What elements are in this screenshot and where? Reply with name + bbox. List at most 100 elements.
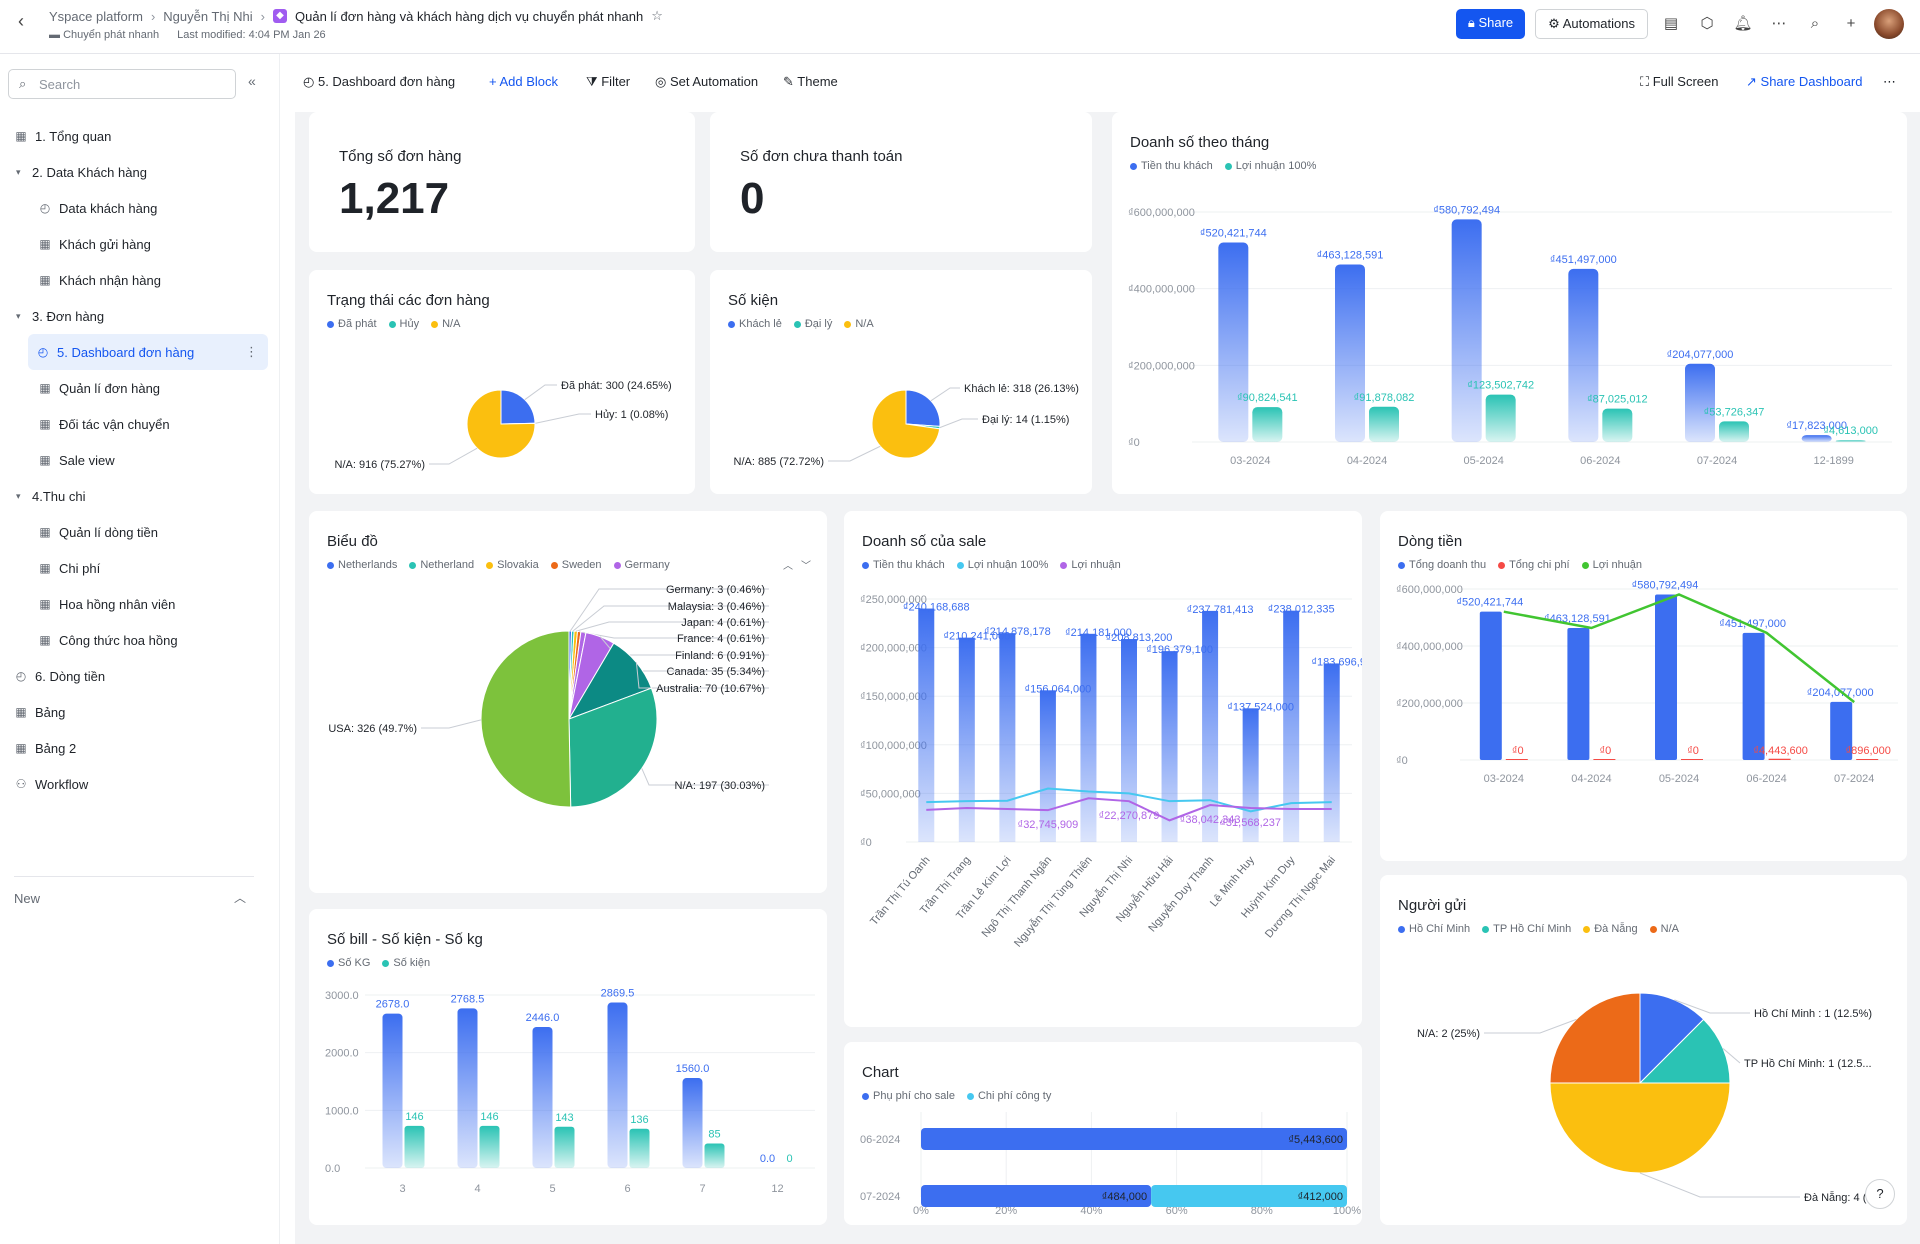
filter-button[interactable]: ⧩ Filter bbox=[578, 70, 638, 94]
caret-down-icon[interactable]: ▾ bbox=[16, 490, 21, 501]
legend-item[interactable]: Đà Nẵng bbox=[1583, 923, 1638, 935]
legend-item[interactable]: Germany bbox=[613, 559, 670, 571]
sidebar-item-12[interactable]: ▦ Quản lí dòng tiền bbox=[0, 514, 280, 550]
legend-item[interactable]: Lợi nhuận bbox=[1581, 559, 1642, 571]
legend-item[interactable]: Netherland bbox=[409, 559, 474, 571]
theme-button[interactable]: ✎ Theme bbox=[775, 70, 846, 94]
legend-item[interactable]: Hủy bbox=[388, 318, 419, 330]
pie-leader-line bbox=[1674, 999, 1750, 1014]
caret-down-icon[interactable]: ▾ bbox=[16, 310, 21, 321]
kpi-card-unpaid-orders[interactable]: Số đơn chưa thanh toán 0 bbox=[710, 112, 1092, 252]
full-screen-button[interactable]: ⛶ Full Screen bbox=[1632, 70, 1726, 94]
item-menu-icon[interactable]: ⋮ bbox=[245, 344, 258, 359]
legend-item[interactable]: Tiền thu khách bbox=[862, 559, 945, 571]
legend-item[interactable]: Chi phí công ty bbox=[966, 1090, 1051, 1102]
chart-card-countries[interactable]: Biểu đồ Netherlands Netherland Slovakia Swe… bbox=[309, 511, 827, 893]
caret-down-icon[interactable]: ▾ bbox=[16, 166, 21, 177]
legend-item[interactable]: Tiền thu khách bbox=[1130, 160, 1213, 172]
sidebar-item-7[interactable]: ◴ 5. Dashboard đơn hàng ⋮ bbox=[28, 334, 268, 370]
sidebar-item-19[interactable]: ⚇ Workflow bbox=[0, 766, 280, 802]
folder-label[interactable]: ▬ Chuyển phát nhanh bbox=[49, 29, 159, 41]
legend-item[interactable]: Đã phát bbox=[327, 318, 377, 330]
crumb-workspace[interactable]: Yspace platform bbox=[49, 8, 143, 24]
new-label: New bbox=[14, 891, 41, 906]
legend-item[interactable]: Lợi nhuận 100% bbox=[1224, 160, 1316, 172]
pie-label: Đại lý: 14 (1.15%) bbox=[982, 414, 1069, 426]
new-section[interactable]: New ︿ bbox=[14, 876, 254, 906]
legend-item[interactable]: Netherlands bbox=[327, 559, 397, 571]
y-tick-label: ₫0 bbox=[1396, 755, 1408, 767]
sidebar-item-17[interactable]: ▦ Bảng bbox=[0, 694, 280, 730]
sidebar-item-6[interactable]: ▾ 3. Đơn hàng bbox=[0, 298, 280, 334]
x-tick-label: 05-2024 bbox=[1463, 455, 1503, 467]
more-icon[interactable]: ⋯ bbox=[1883, 74, 1896, 89]
legend-item[interactable]: Khách lẻ bbox=[728, 318, 782, 330]
sidebar-item-8[interactable]: ▦ Quản lí đơn hàng bbox=[0, 370, 280, 406]
sidebar-item-13[interactable]: ▦ Chi phí bbox=[0, 550, 280, 586]
set-automation-button[interactable]: ◎ Set Automation bbox=[647, 70, 766, 94]
crumb-document[interactable]: Quản lí đơn hàng và khách hàng dịch vụ c… bbox=[295, 8, 644, 24]
kpi-card-total-orders[interactable]: Tổng số đơn hàng 1,217 bbox=[309, 112, 695, 252]
x-tick-label: 06-2024 bbox=[1580, 455, 1620, 467]
legend-item[interactable]: Lợi nhuận 100% bbox=[956, 559, 1048, 571]
chart-card-packages[interactable]: Số kiện Khách lẻ Đại lý N/A Khách lẻ: 318 … bbox=[710, 270, 1092, 494]
chart-card-monthly-sales[interactable]: Doanh số theo tháng Tiền thu khách Lợi n… bbox=[1112, 112, 1907, 494]
search-input[interactable]: ⌕ Search bbox=[8, 69, 236, 99]
bell-icon[interactable]: 🔔︎ bbox=[1733, 15, 1753, 32]
chart-card-cash-flow[interactable]: Dòng tiền Tổng doanh thu Tổng chi phí Lợ… bbox=[1380, 511, 1907, 861]
sidebar-item-1[interactable]: ▦ 1. Tổng quan bbox=[0, 118, 280, 154]
sidebar-item-2[interactable]: ▾ 2. Data Khách hàng bbox=[0, 154, 280, 190]
legend-item[interactable]: N/A bbox=[1649, 923, 1679, 935]
share-dashboard-button[interactable]: ↗ Share Dashboard bbox=[1738, 70, 1870, 94]
share-button[interactable]: 🔒︎ Share bbox=[1455, 9, 1526, 39]
chart-card-sales-by-staff[interactable]: Doanh số của sale Tiền thu khách Lợi nhu… bbox=[844, 511, 1362, 1027]
sidebar-item-9[interactable]: ▦ Đối tác vận chuyển bbox=[0, 406, 280, 442]
back-arrow-icon[interactable]: ‹ bbox=[18, 11, 24, 31]
legend-item[interactable]: Đại lý bbox=[793, 318, 832, 330]
help-icon[interactable]: ? bbox=[1865, 1179, 1895, 1209]
legend-item[interactable]: Hồ Chí Minh bbox=[1398, 923, 1470, 935]
legend-item[interactable]: Lợi nhuận bbox=[1060, 559, 1121, 571]
search-icon[interactable]: ⌕ bbox=[1810, 15, 1820, 32]
sidebar-item-16[interactable]: ◴ 6. Dòng tiền bbox=[0, 658, 280, 694]
legend-item[interactable]: Tổng chi phí bbox=[1498, 559, 1570, 571]
chevron-up-icon[interactable]: ︿ bbox=[233, 891, 246, 905]
legend-label: Slovakia bbox=[497, 559, 539, 571]
sidebar-item-3[interactable]: ◴ Data khách hàng bbox=[0, 190, 280, 226]
sidebar-item-18[interactable]: ▦ Bảng 2 bbox=[0, 730, 280, 766]
legend-next-icon[interactable]: ﹀ bbox=[801, 561, 811, 572]
x-tick-label: 6 bbox=[624, 1183, 630, 1195]
sidebar-item-4[interactable]: ▦ Khách gửi hàng bbox=[0, 226, 280, 262]
legend-item[interactable]: Số kiện bbox=[382, 957, 430, 969]
legend-item[interactable]: TP Hồ Chí Minh bbox=[1482, 923, 1571, 935]
legend-item[interactable]: Phụ phí cho sale bbox=[862, 1090, 955, 1102]
legend-item[interactable]: Số KG bbox=[327, 957, 370, 969]
chart-card-order-status[interactable]: Trạng thái các đơn hàng Đã phát Hủy N/A Đã… bbox=[309, 270, 695, 494]
form-icon[interactable]: ▤ bbox=[1663, 15, 1679, 32]
sidebar-item-5[interactable]: ▦ Khách nhận hàng bbox=[0, 262, 280, 298]
sidebar-item-10[interactable]: ▦ Sale view bbox=[0, 442, 280, 478]
crumb-user[interactable]: Nguyễn Thị Nhi bbox=[163, 8, 253, 24]
sidebar-item-14[interactable]: ▦ Hoa hồng nhân viên bbox=[0, 586, 280, 622]
legend-item[interactable]: Tổng doanh thu bbox=[1398, 559, 1486, 571]
legend-item[interactable]: Slovakia bbox=[486, 559, 539, 571]
legend-item[interactable]: N/A bbox=[844, 318, 874, 330]
legend-prev-icon[interactable]: ︿ bbox=[783, 561, 793, 572]
legend-label: TP Hồ Chí Minh bbox=[1493, 923, 1572, 935]
sidebar-item-11[interactable]: ▾ 4.Thu chi bbox=[0, 478, 280, 514]
avatar[interactable] bbox=[1874, 9, 1904, 39]
sidebar-item-15[interactable]: ▦ Công thức hoa hồng bbox=[0, 622, 280, 658]
legend-item[interactable]: N/A bbox=[431, 318, 460, 330]
star-icon[interactable]: ☆ bbox=[651, 8, 663, 23]
chart-card-sender[interactable]: Người gửi Hồ Chí Minh TP Hồ Chí Minh Đà Nẵ… bbox=[1380, 875, 1907, 1225]
add-block-button[interactable]: + Add Block bbox=[489, 74, 559, 89]
chart-card-fees[interactable]: Chart Phụ phí cho sale Chi phí công ty 0… bbox=[844, 1042, 1362, 1225]
more-icon[interactable]: ⋯ bbox=[1771, 15, 1787, 32]
automations-button[interactable]: ⚙ Automations bbox=[1535, 9, 1648, 39]
plugin-icon[interactable]: ⬡ bbox=[1700, 15, 1714, 32]
chart-card-bills[interactable]: Số bill - Số kiện - Số kg Số KG Số kiện … bbox=[309, 909, 827, 1225]
y-tick-label: ₫200,000,000 bbox=[1128, 360, 1195, 372]
collapse-sidebar-icon[interactable]: « bbox=[248, 73, 256, 89]
plus-icon[interactable]: + bbox=[1846, 15, 1856, 32]
legend-item[interactable]: Sweden bbox=[550, 559, 602, 571]
